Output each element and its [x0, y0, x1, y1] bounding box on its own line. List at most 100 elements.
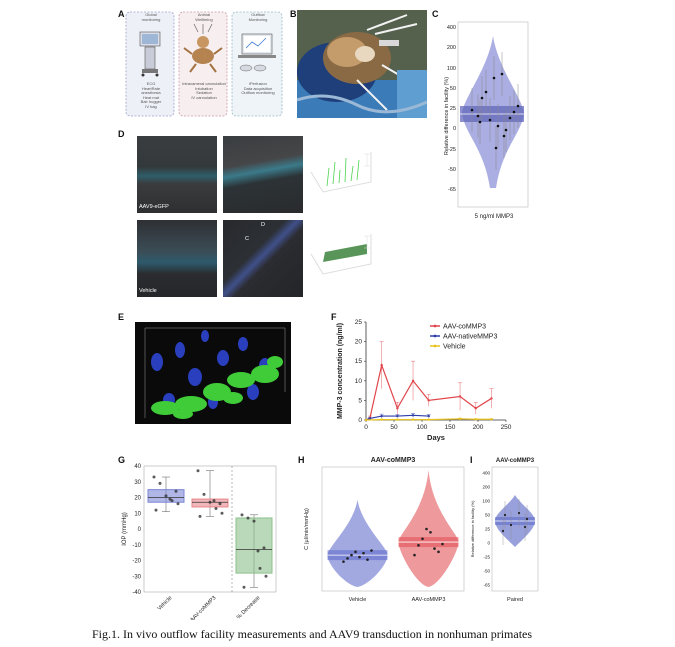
- panel-g-point: [158, 481, 162, 485]
- panel-f-x-tick-label: 0: [364, 424, 368, 431]
- panel-h-x-tick-label: Vehicle: [349, 597, 367, 603]
- panel-h-point: [350, 553, 353, 557]
- panel-i-y-tick-label: -25: [483, 555, 490, 560]
- panel-d-3d-top-svg: [310, 152, 372, 193]
- panel-letter-a: A: [118, 9, 125, 19]
- panel-f-point: [411, 379, 415, 382]
- panel-h-point: [433, 547, 436, 550]
- panel-d-label-aav9: AAV9-eGFP: [139, 204, 169, 210]
- panel-c-y-tick: 0: [452, 126, 456, 133]
- panel-i-y-tick-label: -50: [483, 569, 490, 574]
- panel-f-legend-marker: [433, 324, 437, 328]
- panel-d-3d-bottom-svg: [310, 234, 372, 275]
- panel-c-point: [470, 108, 474, 112]
- panel-a-box1-header: Global monitoring: [141, 12, 161, 22]
- panel-g-y-tick-label: 10: [134, 511, 141, 517]
- panel-h-point: [370, 549, 373, 552]
- panel-g-point: [152, 475, 156, 479]
- panel-i-y-tick-label: 0: [487, 541, 490, 546]
- panel-a-schematic: Global monitoring ECG HeartRate anesthes…: [124, 10, 284, 118]
- panel-h-point: [425, 527, 428, 531]
- panel-c-point: [476, 114, 480, 118]
- panel-e-render: [135, 322, 291, 424]
- panel-f-point: [396, 407, 399, 410]
- panel-h-point: [358, 555, 361, 559]
- panel-i-y-tick-label: 50: [485, 513, 491, 518]
- panel-f-legend-marker: [433, 344, 437, 348]
- panel-f-legend-marker: [433, 334, 437, 338]
- panel-f-y-tick-label: 10: [355, 378, 363, 385]
- panel-g-point: [196, 469, 200, 473]
- panel-g-x-tick-label: % Decrease: [236, 595, 261, 620]
- panel-g-y-tick-label: 20: [134, 496, 141, 502]
- panel-g-y-tick-label: -20: [132, 559, 141, 565]
- panel-g-point: [202, 492, 206, 496]
- panel-h-x-tick-label: AAV-coMMP3: [412, 597, 446, 603]
- panel-d-image-bottom-3d: [309, 232, 379, 282]
- panel-f-series-line: [365, 418, 492, 421]
- panel-i-y-label: Relative difference in facility (%): [470, 500, 475, 558]
- panel-h-point: [441, 542, 444, 546]
- panel-letter-i: I: [470, 455, 473, 465]
- panel-h-point: [429, 530, 432, 534]
- panel-h-point: [417, 544, 420, 547]
- panel-h-point: [362, 551, 365, 555]
- panel-c-point: [484, 90, 488, 94]
- panel-g-point: [198, 514, 202, 518]
- panel-g-y-tick-label: -30: [132, 574, 141, 580]
- panel-h-point: [346, 557, 349, 560]
- panel-g-point: [212, 499, 216, 503]
- panel-f-series: [364, 417, 494, 422]
- panel-i-y-tick-label: 100: [482, 499, 490, 504]
- panel-h-point: [437, 550, 440, 554]
- panel-g-point: [262, 546, 266, 550]
- panel-g-x-tick-label: AAV-coMMP3: [189, 595, 217, 620]
- panel-h-point: [366, 558, 369, 561]
- panel-g-point: [246, 516, 250, 520]
- panel-i-frame: [491, 466, 539, 592]
- panel-f-point: [490, 397, 493, 400]
- panel-g-y-tick-label: 0: [138, 527, 142, 533]
- panel-i-point: [503, 513, 507, 517]
- panel-f-y-tick-label: 20: [355, 339, 363, 346]
- panel-i-point: [525, 517, 529, 521]
- panel-d-image-bottom-left: Vehicle: [137, 220, 217, 297]
- panel-f-series: [364, 341, 494, 422]
- panel-f-point: [427, 418, 430, 421]
- panel-g-point: [164, 494, 168, 498]
- panel-c-y-tick: -65: [448, 187, 456, 193]
- panel-c-point: [500, 72, 504, 76]
- panel-c-xlabel: 5 ng/ml MMP3: [474, 214, 514, 220]
- panel-b-photo: [297, 10, 427, 118]
- panel-e-svg: [144, 327, 286, 419]
- panel-g-y-tick-label: 40: [134, 464, 141, 470]
- panel-f-legend-label: AAV-nativeMMP3: [443, 334, 497, 341]
- panel-f-x-tick-label: 200: [473, 424, 484, 431]
- panel-f-legend-label: AAV-coMMP3: [443, 324, 486, 331]
- panel-c-y-tick: 200: [446, 45, 456, 52]
- panel-a-box3-header: Outflow Monitoring: [248, 12, 268, 22]
- panel-d-image-top-mid: [223, 136, 303, 213]
- panel-h-svg: AAV-coMMP3 C (µl/min/mmHg) Vehicle AAV-coMM…: [304, 457, 465, 603]
- panel-f-x-tick-label: 250: [501, 424, 512, 431]
- panel-b-svg: [297, 10, 427, 118]
- panel-f-y-tick-label: 5: [358, 397, 362, 404]
- panel-h-point: [342, 560, 345, 563]
- panel-i-x-label: Paired: [507, 597, 523, 603]
- panel-a-box1-text: ECG HeartRate anesthesia Heat mat Bair h…: [140, 81, 162, 109]
- panel-d-image-top-3d: [309, 150, 379, 200]
- panel-c-y-tick: 25: [449, 106, 456, 112]
- panel-c-point: [492, 76, 496, 80]
- panel-f-y-tick-label: 0: [358, 417, 362, 424]
- panel-g-y-tick-label: -10: [132, 543, 141, 549]
- panel-i-y-tick-label: -65: [483, 583, 490, 588]
- panel-letter-g: G: [118, 455, 126, 465]
- panel-d-marker-c: C: [245, 236, 249, 242]
- panel-h-point: [421, 537, 424, 541]
- panel-i-point: [517, 511, 521, 515]
- panel-c-point: [516, 104, 520, 108]
- panel-f-chart: 0 50 100 150 200 250 0 5 10 15 20 25 Days MMP-3 conce…: [330, 312, 520, 447]
- panel-c-point: [480, 96, 484, 100]
- panel-h-chart: AAV-coMMP3 C (µl/min/mmHg) Vehicle AAV-coMM…: [300, 455, 468, 615]
- panel-g-chart: 40 30 20 10 0 -10 -20 -30 -40 IOP (mmHg) Vehicle AA…: [118, 460, 278, 623]
